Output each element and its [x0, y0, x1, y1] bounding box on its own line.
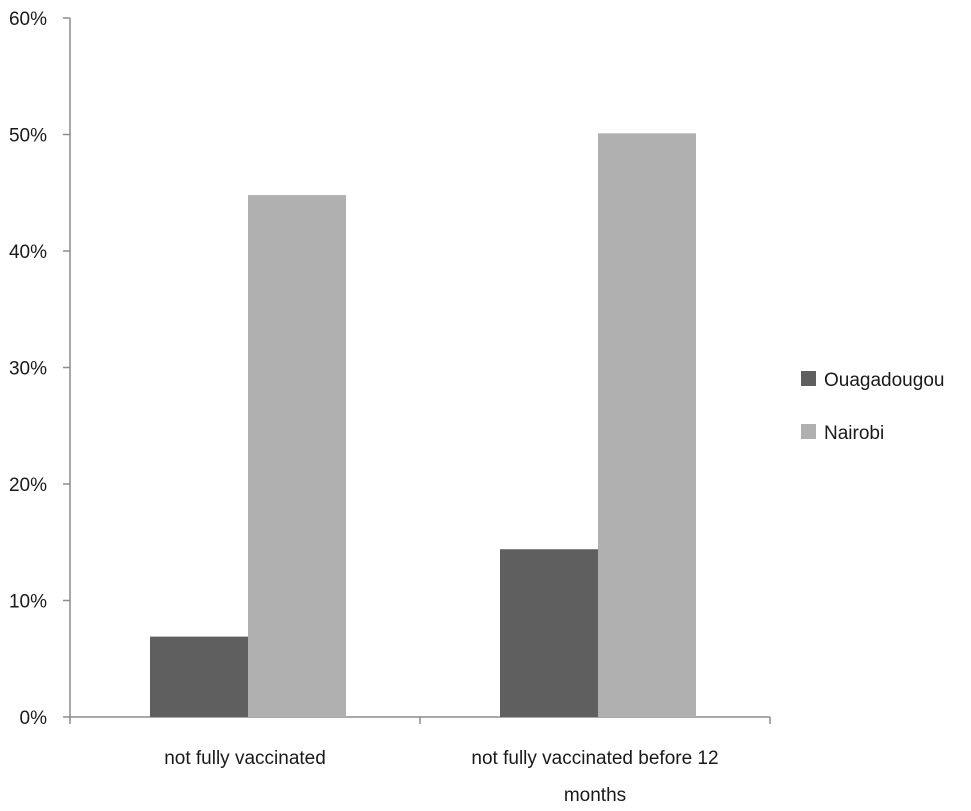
y-tick-label: 0% [20, 708, 48, 729]
y-tick-label: 60% [9, 9, 47, 30]
axis-labels: 0% 10% 20% 30% 40% 50% 60% not fully vaccinated… [9, 9, 719, 806]
x-category-label-line: not fully vaccinated [164, 748, 326, 769]
legend-label-ouagadougou: Ouagadougou [824, 370, 944, 391]
y-tick-label: 30% [9, 359, 47, 380]
x-category-label-line: not fully vaccinated before 12 [471, 748, 718, 769]
y-tick-label: 50% [9, 126, 47, 147]
y-tick-label: 10% [9, 592, 47, 613]
bar-nairobi-1 [248, 195, 346, 717]
bar-ouagadougou-1 [150, 636, 248, 717]
bars [150, 133, 696, 717]
y-tick-label: 20% [9, 475, 47, 496]
bar-nairobi-2 [598, 133, 696, 717]
legend-swatch-ouagadougou [801, 371, 816, 386]
legend-swatch-nairobi [801, 424, 816, 439]
y-tick-label: 40% [9, 242, 47, 263]
bar-ouagadougou-2 [500, 549, 598, 717]
legend-label-nairobi: Nairobi [824, 423, 884, 444]
x-category-label: not fully vaccinated before 12 months [471, 748, 718, 806]
x-category-label-line: months [564, 785, 626, 806]
x-category-label: not fully vaccinated [164, 748, 326, 769]
legend: Ouagadougou Nairobi [801, 370, 944, 444]
